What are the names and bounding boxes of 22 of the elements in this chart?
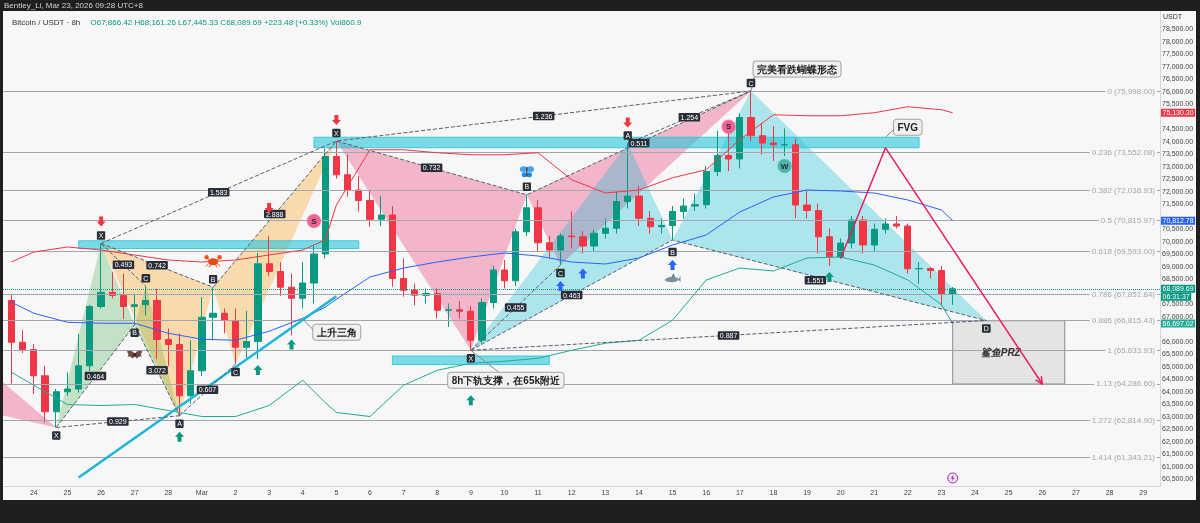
text: O67,866.42 H68,161.26 L67,445.33 C68,089.69 +223.48 (+0.33%) Vol860.9 — [90, 17, 362, 27]
ref-line-label: 0.5 (70,815.97) — [1100, 216, 1156, 226]
annotation: 8h下轨支撑，在65k附近 — [451, 374, 562, 386]
annotation: 鲨鱼PRZ — [980, 346, 1022, 358]
annotation: S — [311, 216, 318, 226]
annotation: S — [725, 122, 732, 132]
ref-line-label: 1.272 (62,814.90) — [1091, 416, 1156, 426]
text: Bentley_Li, Mar 23, 2026 09:28 UTC+8 — [4, 0, 143, 11]
annotation: 完美看跌蝴蝶形态 — [756, 63, 838, 75]
ref-line-label: 1.13 (64,286.60) — [1096, 379, 1156, 389]
ref-line-label: 0.786 (67,851.84) — [1091, 290, 1156, 300]
annotation: FVG — [897, 121, 919, 133]
annotation: 上升三角 — [315, 326, 357, 338]
ref-line-label: 0.886 (66,815.43) — [1091, 316, 1156, 326]
text: Bitcoin / USDT · 8h — [12, 17, 81, 27]
ref-line-label: 0.382 (72,038.93) — [1091, 185, 1156, 195]
ref-line-label: 1 (65,633.93) — [1107, 345, 1156, 355]
ref-line-label: 0.618 (69,593.00) — [1091, 246, 1156, 256]
ref-line-label: 0 (75,998.00) — [1107, 86, 1156, 96]
ref-line-label: 1.414 (61,343.21) — [1091, 452, 1156, 462]
ref-line-label: 0.236 (73,552.08) — [1091, 147, 1156, 157]
annotation: W — [780, 161, 789, 171]
